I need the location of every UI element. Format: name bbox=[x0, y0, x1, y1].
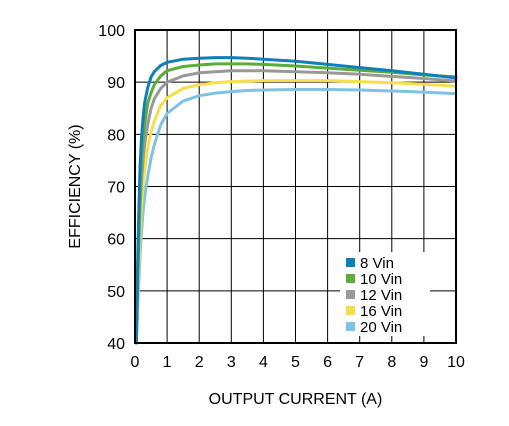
series-line-8-vin bbox=[134, 56, 458, 345]
y-tick-label: 60 bbox=[107, 232, 125, 249]
x-tick-label: 0 bbox=[131, 354, 140, 371]
x-tick-label: 3 bbox=[227, 354, 236, 371]
y-tick-label: 50 bbox=[107, 284, 125, 301]
y-axis-label: EFFICIENCY (%) bbox=[67, 124, 84, 248]
x-tick-label: 7 bbox=[355, 354, 364, 371]
axis-ticks: 0 1 2 3 4 5 6 7 8 9 10 40 50 60 70 80 90 100 bbox=[98, 23, 465, 371]
legend-label: 10 Vin bbox=[360, 271, 402, 288]
legend-swatch bbox=[346, 258, 355, 267]
plot-frame bbox=[134, 29, 457, 344]
legend-swatch bbox=[346, 274, 355, 283]
legend-label: 16 Vin bbox=[360, 303, 402, 320]
x-tick-label: 8 bbox=[387, 354, 396, 371]
x-tick-label: 1 bbox=[163, 354, 172, 371]
x-tick-label: 5 bbox=[291, 354, 300, 371]
x-tick-label: 2 bbox=[195, 354, 204, 371]
y-tick-label: 100 bbox=[98, 23, 125, 40]
y-tick-label: 40 bbox=[107, 336, 125, 353]
x-tick-label: 10 bbox=[447, 354, 465, 371]
x-tick-label: 9 bbox=[419, 354, 428, 371]
y-tick-label: 80 bbox=[107, 127, 125, 144]
series-lines bbox=[134, 56, 458, 345]
legend-swatch bbox=[346, 322, 355, 331]
x-tick-label: 4 bbox=[259, 354, 268, 371]
legend-label: 20 Vin bbox=[360, 319, 402, 336]
legend-swatch bbox=[346, 306, 355, 315]
legend-swatch bbox=[346, 290, 355, 299]
x-tick-label: 6 bbox=[323, 354, 332, 371]
y-tick-label: 90 bbox=[107, 75, 125, 92]
legend-label: 8 Vin bbox=[360, 255, 394, 272]
x-axis-label: OUTPUT CURRENT (A) bbox=[209, 391, 383, 408]
y-tick-label: 70 bbox=[107, 180, 125, 197]
legend-label: 12 Vin bbox=[360, 287, 402, 304]
